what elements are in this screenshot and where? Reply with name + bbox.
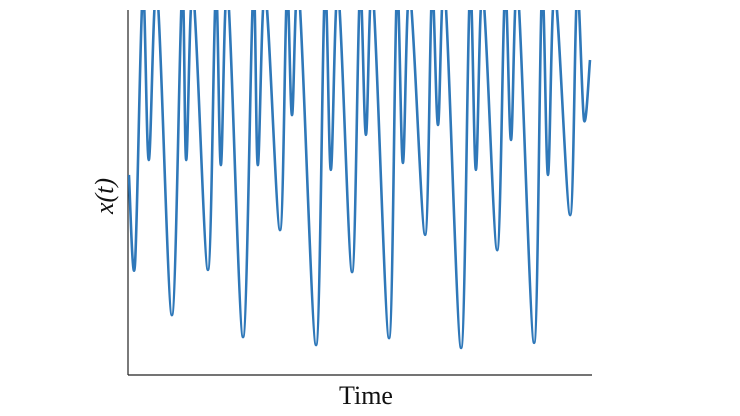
- plot-area: [128, 10, 592, 350]
- data-line: [128, 10, 592, 350]
- x-axis-label: Time: [339, 381, 393, 410]
- y-axis-label: x(t): [90, 178, 119, 215]
